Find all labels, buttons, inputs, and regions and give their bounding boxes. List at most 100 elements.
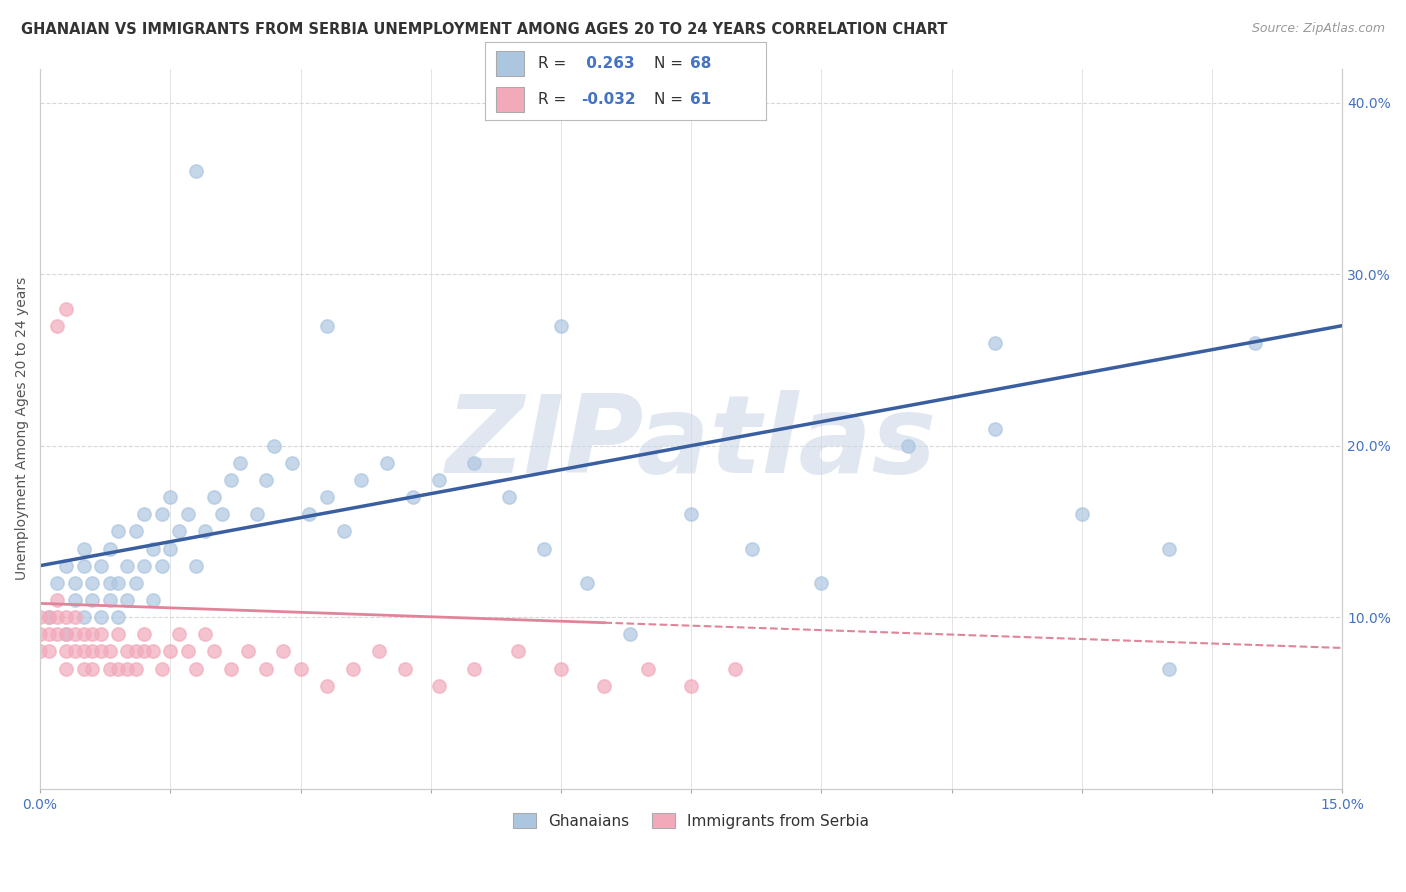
Point [550, 318, 572, 333]
Point [55, 644, 77, 658]
Point [46, 593, 69, 607]
Point [98, 644, 121, 658]
Point [375, 456, 398, 470]
Point [263, 439, 285, 453]
Point [506, 644, 529, 658]
Point [290, 661, 312, 675]
Point [107, 610, 129, 624]
Point [72, 558, 94, 573]
Point [124, 524, 146, 539]
Point [176, 507, 198, 521]
Point [167, 627, 190, 641]
Text: 68: 68 [690, 55, 711, 70]
Point [63, 644, 86, 658]
Point [429, 473, 451, 487]
Point [550, 661, 572, 675]
FancyBboxPatch shape [496, 87, 524, 112]
Point [72, 610, 94, 624]
Point [55, 661, 77, 675]
Point [90, 627, 112, 641]
Point [82, 661, 104, 675]
Point [186, 661, 208, 675]
Point [142, 541, 165, 556]
Point [46, 627, 69, 641]
Point [55, 301, 77, 316]
Point [576, 575, 599, 590]
Point [38, 610, 60, 624]
Point [72, 644, 94, 658]
Point [254, 661, 277, 675]
Point [298, 507, 321, 521]
Text: R =: R = [538, 92, 572, 107]
Point [30, 644, 52, 658]
Point [98, 661, 121, 675]
Point [637, 661, 659, 675]
Point [63, 593, 86, 607]
Point [72, 541, 94, 556]
Text: -0.032: -0.032 [581, 92, 636, 107]
Point [533, 541, 555, 556]
Point [82, 593, 104, 607]
Point [315, 679, 337, 693]
Point [134, 627, 156, 641]
Point [984, 335, 1007, 350]
Text: Source: ZipAtlas.com: Source: ZipAtlas.com [1251, 22, 1385, 36]
Point [463, 661, 485, 675]
Point [402, 490, 425, 504]
Point [82, 644, 104, 658]
Point [55, 627, 77, 641]
Point [90, 558, 112, 573]
Point [115, 558, 138, 573]
Point [429, 679, 451, 693]
Point [124, 575, 146, 590]
Point [107, 627, 129, 641]
Point [367, 644, 389, 658]
Point [90, 644, 112, 658]
Point [55, 558, 77, 573]
Point [150, 558, 173, 573]
Point [55, 610, 77, 624]
Point [115, 593, 138, 607]
FancyBboxPatch shape [496, 51, 524, 76]
Point [593, 679, 616, 693]
Point [741, 541, 763, 556]
Text: R =: R = [538, 55, 572, 70]
Point [63, 627, 86, 641]
Point [82, 627, 104, 641]
Point [72, 661, 94, 675]
Text: 61: 61 [690, 92, 711, 107]
Point [107, 575, 129, 590]
Point [159, 490, 181, 504]
Point [55, 627, 77, 641]
Point [159, 541, 181, 556]
Point [254, 473, 277, 487]
Text: ZIPatlas: ZIPatlas [446, 390, 936, 496]
Text: N =: N = [654, 92, 688, 107]
Legend: Ghanaians, Immigrants from Serbia: Ghanaians, Immigrants from Serbia [508, 806, 876, 835]
Point [46, 318, 69, 333]
Point [115, 644, 138, 658]
Point [219, 661, 242, 675]
Point [142, 593, 165, 607]
Point [202, 644, 225, 658]
Point [30, 627, 52, 641]
Point [107, 524, 129, 539]
Point [38, 644, 60, 658]
Point [124, 644, 146, 658]
Point [1157, 541, 1180, 556]
Point [194, 627, 217, 641]
Point [150, 661, 173, 675]
Point [315, 490, 337, 504]
Point [63, 575, 86, 590]
Point [159, 644, 181, 658]
Point [115, 661, 138, 675]
Text: N =: N = [654, 55, 688, 70]
Point [463, 456, 485, 470]
Point [98, 575, 121, 590]
Point [498, 490, 520, 504]
Point [107, 661, 129, 675]
Point [30, 610, 52, 624]
Point [238, 644, 260, 658]
Text: GHANAIAN VS IMMIGRANTS FROM SERBIA UNEMPLOYMENT AMONG AGES 20 TO 24 YEARS CORREL: GHANAIAN VS IMMIGRANTS FROM SERBIA UNEMP… [21, 22, 948, 37]
Point [246, 507, 269, 521]
